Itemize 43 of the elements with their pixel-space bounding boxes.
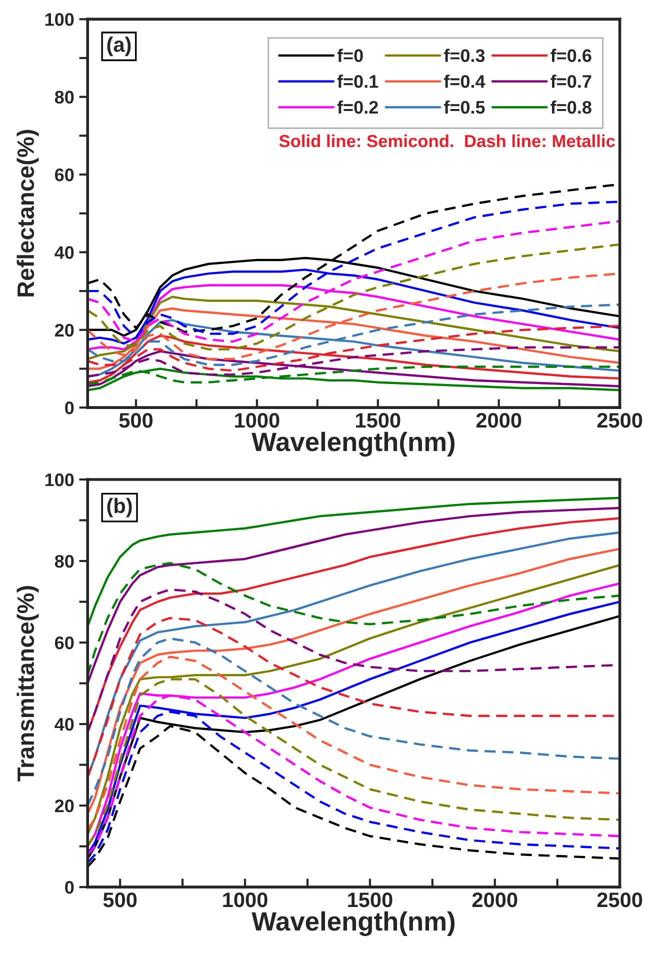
y-tick-label: 20 [54,799,74,812]
y-axis-title: Transmittance(%) [16,586,39,782]
y-tick-label: 20 [54,324,74,337]
x-tick-label: 2500 [597,892,642,908]
line-series [88,496,620,628]
legend-label: f=0.6 [550,48,592,62]
x-tick-label: 2500 [597,412,642,428]
y-tick-label: 60 [55,636,74,650]
y-tick-label: 60 [55,168,74,182]
y-tick-label: 0 [65,402,74,414]
line-series [88,350,620,388]
x-axis-title: Wavelength(nm) [252,432,455,457]
line-series [88,637,620,807]
y-tick-label: 40 [54,718,74,731]
x-tick-label: 1500 [348,892,392,908]
y-axis-title: Reflectance(%) [16,130,39,296]
legend-label: f=0.8 [550,100,592,114]
annotation: (b) [107,498,132,518]
legend-label: f=0.2 [337,100,378,114]
y-tick-label: 40 [54,246,74,259]
x-tick-label: 500 [103,892,137,908]
x-tick-label: 1000 [223,892,268,908]
legend-label: f=0.3 [444,48,485,62]
x-tick-label: 500 [119,412,153,428]
y-tick-label: 80 [54,90,74,104]
legend-label: f=0.4 [444,74,486,88]
annotation: (a) [107,36,131,56]
legend-label: f=0.5 [444,100,485,114]
annotation: Solid line: Semicond. Dash line: Metallic [279,134,615,148]
x-tick-label: 2000 [472,892,518,908]
x-tick-label: 1500 [356,412,400,428]
legend-label: f=0 [337,48,363,62]
y-tick-label: 100 [45,473,74,486]
x-axis-title: Wavelength(nm) [252,911,455,936]
line-series [88,562,620,676]
x-tick-label: 1000 [235,412,280,428]
y-tick-label: 100 [45,13,74,26]
line-series [88,368,620,392]
legend-label: f=0.7 [550,74,592,88]
legend-label: f=0.1 [337,74,378,88]
x-tick-label: 2000 [476,412,522,428]
y-tick-label: 80 [54,554,74,568]
y-tick-label: 0 [65,881,74,894]
